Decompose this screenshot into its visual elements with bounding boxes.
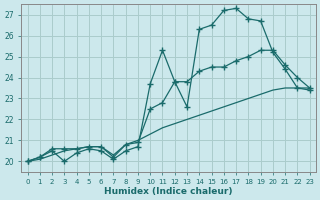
X-axis label: Humidex (Indice chaleur): Humidex (Indice chaleur) xyxy=(104,187,233,196)
